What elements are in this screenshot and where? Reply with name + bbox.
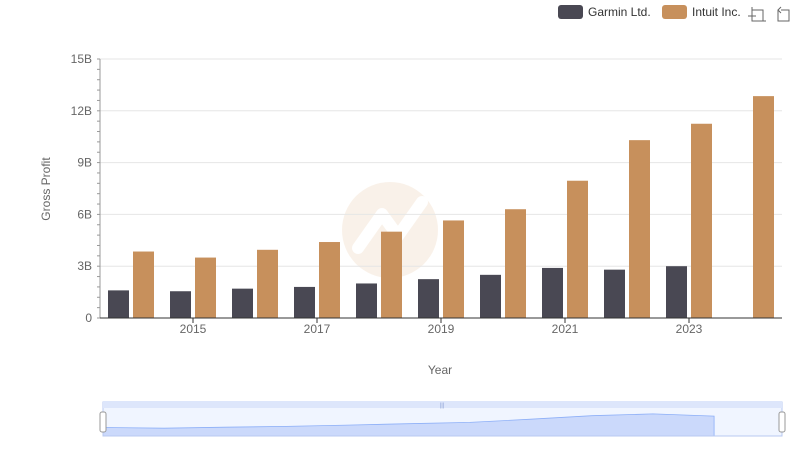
bar-intuit-2020[interactable] [505,209,526,318]
bar-garmin-2019[interactable] [418,279,439,318]
slider-preview-area [102,413,715,437]
x-tick-label: 2017 [304,322,331,336]
x-tick-label: 2019 [428,322,455,336]
legend: Garmin Ltd. Intuit Inc. [558,5,741,19]
y-tick-label: 6B [77,207,92,221]
x-tick-label: 2021 [552,322,579,336]
bar-garmin-2020[interactable] [480,274,501,318]
y-tick-label: 15B [71,52,92,66]
bar-intuit-2022[interactable] [629,140,650,318]
bar-intuit-2014[interactable] [133,251,154,318]
y-tick-label: 12B [71,104,92,118]
legend-label-garmin: Garmin Ltd. [588,5,651,19]
watermark-logo [342,182,438,278]
bar-intuit-2019[interactable] [443,220,464,318]
axes: 0 3B 6B 9B 12B 15B 2015 2017 2019 2021 2023 [71,52,782,336]
bar-intuit-2021[interactable] [567,180,588,318]
bar-intuit-2015[interactable] [195,257,216,318]
x-axis-title: Year [428,363,452,377]
zoom-icon[interactable] [748,7,766,22]
x-tick-label: 2023 [676,322,703,336]
bar-garmin-2016[interactable] [232,288,253,318]
bar-garmin-2017[interactable] [294,286,315,318]
bar-intuit-2023[interactable] [691,123,712,318]
slider-top-bar[interactable] [103,401,782,408]
grid-lines [100,58,782,267]
bar-intuit-2024[interactable] [753,96,774,318]
bar-garmin-2018[interactable] [356,283,377,318]
y-tick-label: 3B [77,259,92,273]
bar-intuit-2016[interactable] [257,249,278,318]
bar-garmin-2021[interactable] [542,267,563,318]
slider-grip-marks: ||| [440,403,445,409]
y-tick-label: 9B [77,156,92,170]
legend-swatch-garmin [558,5,583,19]
data-zoom-slider[interactable]: ||| [99,401,786,437]
y-axis-title: Gross Profit [39,157,53,221]
legend-item-intuit[interactable]: Intuit Inc. [662,5,741,19]
legend-label-intuit: Intuit Inc. [692,5,741,19]
bar-intuit-2018[interactable] [381,231,402,318]
slider-left-handle[interactable] [99,411,107,433]
bar-garmin-2022[interactable] [604,269,625,318]
y-tick-label: 0 [85,311,92,325]
slider-right-handle[interactable] [778,411,786,433]
x-tick-label: 2015 [180,322,207,336]
restore-icon[interactable] [777,6,790,22]
bars [108,96,774,318]
legend-item-garmin[interactable]: Garmin Ltd. [558,5,651,19]
bar-intuit-2017[interactable] [319,242,340,318]
bar-garmin-2014[interactable] [108,290,129,318]
legend-swatch-intuit [662,5,687,19]
bar-garmin-2023[interactable] [666,266,687,318]
bar-garmin-2015[interactable] [170,291,191,318]
